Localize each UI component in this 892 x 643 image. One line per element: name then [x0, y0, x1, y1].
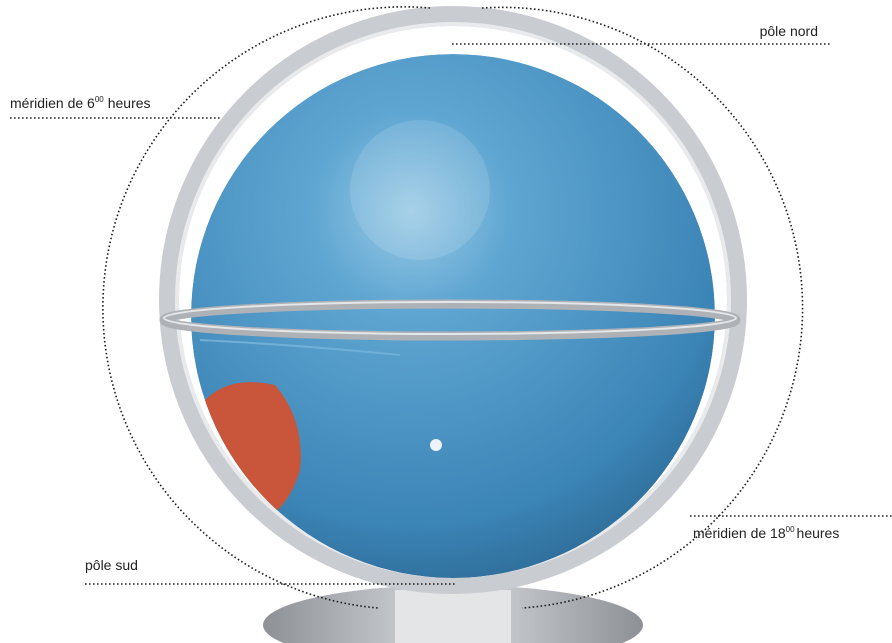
label-meridian-18: méridien de 1800 heures: [693, 525, 839, 541]
horizon-ring: [159, 299, 741, 341]
horizon-ring-highlight: [163, 301, 737, 335]
label-north-pole: pôle nord: [760, 23, 818, 39]
label-superscript: 00: [95, 95, 104, 104]
label-text: méridien de 18: [693, 525, 786, 541]
dotted-arc: [102, 6, 431, 609]
label-meridian-6: méridien de 600 heures: [10, 95, 151, 111]
label-suffix: heures: [108, 95, 151, 111]
dotted-arc: [481, 6, 804, 609]
label-text: méridien de 6: [10, 95, 95, 111]
label-superscript: 00: [786, 525, 795, 534]
label-south-pole: pôle sud: [85, 557, 138, 573]
stand: [263, 575, 643, 643]
label-suffix: heures: [797, 525, 840, 541]
